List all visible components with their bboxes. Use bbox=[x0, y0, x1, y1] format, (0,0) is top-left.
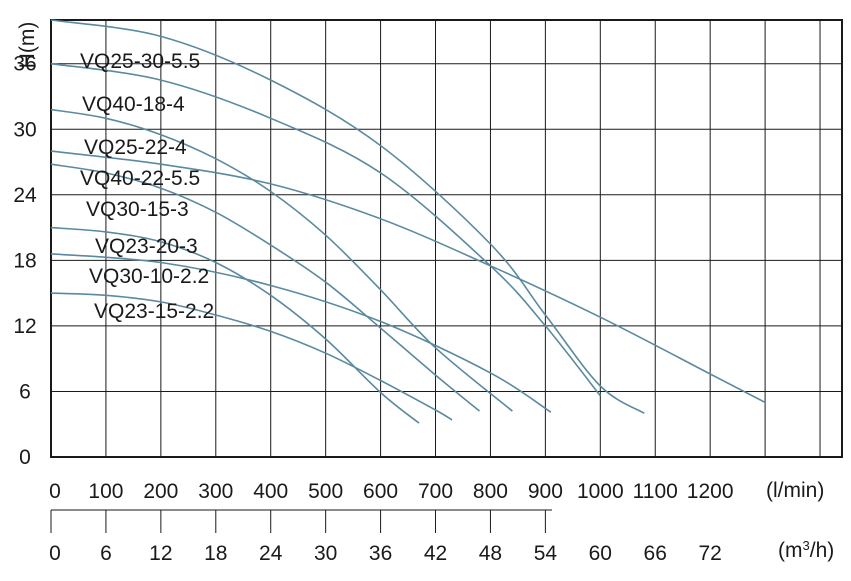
series-label: VQ23-20-3 bbox=[95, 235, 198, 258]
x-secondary-axis bbox=[50, 509, 552, 533]
x-secondary-tick-label: 24 bbox=[259, 542, 283, 565]
x-secondary-tick-label: 18 bbox=[204, 542, 227, 565]
x-primary-tick-label: 1200 bbox=[687, 480, 734, 503]
x-secondary-tick-label: 72 bbox=[698, 542, 721, 565]
y-tick-label: 36 bbox=[13, 53, 36, 76]
x-primary-tick-label: 900 bbox=[528, 480, 563, 503]
x-secondary-tick-label: 6 bbox=[100, 542, 112, 565]
plot-frame bbox=[50, 19, 843, 458]
x-secondary-tick-label: 0 bbox=[49, 542, 61, 565]
curve-VQ30-15-3 bbox=[50, 163, 481, 412]
x-secondary-tick-label: 30 bbox=[314, 542, 337, 565]
series-label: VQ23-15-2.2 bbox=[94, 300, 214, 323]
y-tick-labels: 0 6 12 18 24 30 36 bbox=[13, 53, 37, 469]
series-label: VQ40-18-4 bbox=[82, 93, 185, 116]
curves bbox=[50, 19, 766, 424]
x-primary-tick-label: 500 bbox=[308, 480, 343, 503]
plot-grid bbox=[51, 20, 842, 457]
curve-VQ40-18-4 bbox=[50, 62, 601, 397]
y-tick-label: 6 bbox=[19, 380, 31, 403]
series-label: VQ25-30-5.5 bbox=[80, 50, 200, 73]
x-secondary-tick-labels: 0 6 12 18 24 30 36 42 48 54 60 66 72 bbox=[49, 542, 722, 565]
x-secondary-tick-label: 42 bbox=[424, 542, 447, 565]
x-secondary-tick-label: 60 bbox=[589, 542, 612, 565]
x-primary-tick-label: 200 bbox=[143, 480, 178, 503]
x-primary-unit-label: (l/min) bbox=[766, 479, 824, 502]
series-labels: VQ25-30-5.5 VQ40-18-4 VQ25-22-4 VQ40-22-5.5… bbox=[80, 50, 214, 323]
series-label: VQ25-22-4 bbox=[84, 136, 187, 159]
curve-VQ40-22-5.5 bbox=[50, 150, 766, 404]
curve-VQ30-10-2.2 bbox=[50, 253, 552, 413]
x-secondary-unit-label: (m3/h) bbox=[778, 538, 834, 563]
x-primary-tick-label: 800 bbox=[473, 480, 508, 503]
y-tick-label: 18 bbox=[13, 249, 36, 272]
curve-VQ23-15-2.2 bbox=[50, 292, 453, 421]
y-tick-label: 12 bbox=[13, 315, 36, 338]
x-secondary-tick-label: 36 bbox=[369, 542, 392, 565]
curve-VQ25-22-4 bbox=[50, 108, 513, 412]
series-label: VQ40-22-5.5 bbox=[80, 167, 200, 190]
x-primary-tick-label: 400 bbox=[253, 480, 288, 503]
x-secondary-tick-label: 48 bbox=[479, 542, 502, 565]
x-primary-tick-label: 300 bbox=[198, 480, 233, 503]
curve-VQ23-20-3 bbox=[50, 226, 420, 424]
x-primary-tick-label: 600 bbox=[363, 480, 398, 503]
x-primary-tick-label: 700 bbox=[418, 480, 453, 503]
curve-VQ25-30-5.5 bbox=[50, 19, 645, 414]
x-primary-tick-label: 1000 bbox=[577, 480, 624, 503]
y-tick-label: 30 bbox=[13, 118, 36, 141]
series-label: VQ30-10-2.2 bbox=[89, 265, 209, 288]
series-label: VQ30-15-3 bbox=[86, 198, 189, 221]
y-tick-label: 24 bbox=[13, 184, 37, 207]
x-primary-tick-label: 100 bbox=[88, 480, 123, 503]
x-secondary-tick-label: 12 bbox=[149, 542, 172, 565]
x-primary-tick-label: 1100 bbox=[633, 480, 678, 503]
x-primary-tick-label: 0 bbox=[49, 480, 61, 503]
x-secondary-tick-label: 54 bbox=[534, 542, 558, 565]
x-secondary-tick-label: 66 bbox=[644, 542, 667, 565]
y-tick-label: 0 bbox=[19, 446, 31, 469]
x-primary-tick-labels: 0 100 200 300 400 500 600 700 800 900 1000 1100 1200 bbox=[49, 480, 733, 503]
y-axis-label: H(m) bbox=[16, 22, 39, 69]
